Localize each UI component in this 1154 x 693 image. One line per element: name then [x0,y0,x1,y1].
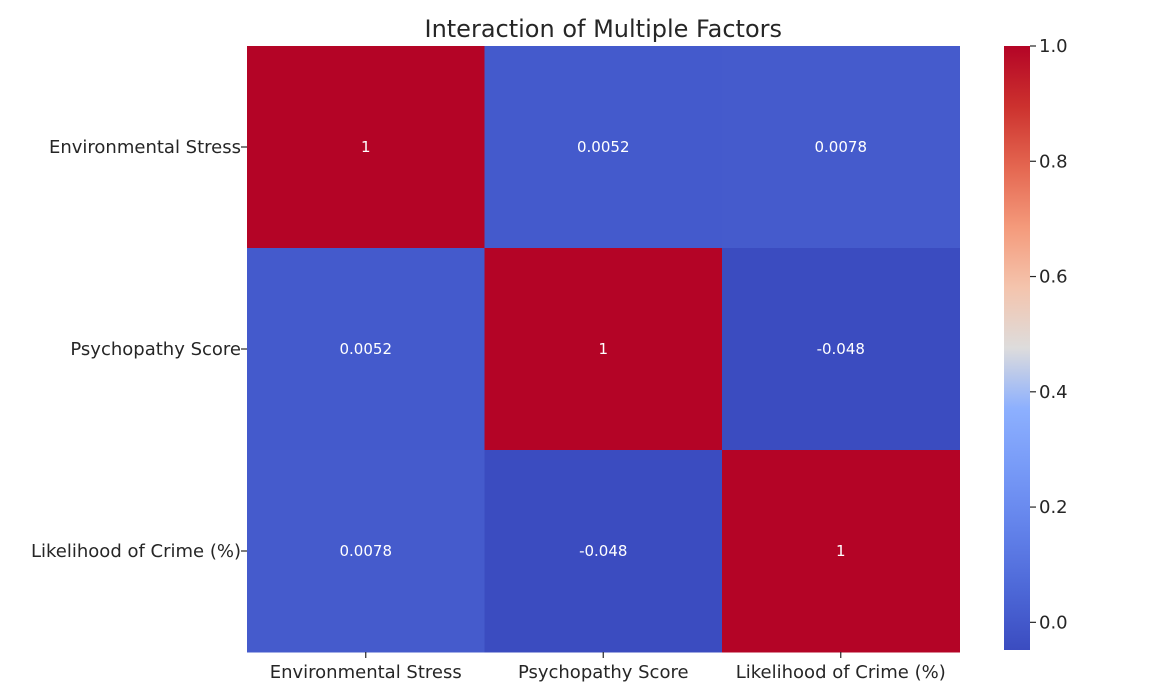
cell-value-label: 0.0052 [577,138,630,156]
colorbar-tick-label: 0.8 [1039,151,1068,172]
row-label: Environmental Stress [49,137,241,158]
row-label: Likelihood of Crime (%) [31,541,241,562]
heatmap-cell [722,450,960,653]
row-labels: Environmental Stress Psychopathy Score Lik… [31,137,247,562]
colorbar-tick-label: 0.6 [1039,267,1068,288]
heatmap-cell [722,46,960,249]
heatmap-cell [247,46,485,249]
chart-title: Interaction of Multiple Factors [424,15,782,43]
heatmap-cell [484,248,723,451]
column-label: Likelihood of Crime (%) [736,662,946,683]
heatmap-cell [484,46,723,249]
heatmap-cell [722,248,960,451]
column-label: Psychopathy Score [518,662,689,683]
cell-value-label: 1 [598,340,608,358]
row-label: Psychopathy Score [70,339,241,360]
cell-value-label: 0.0078 [340,542,393,560]
heatmap-cell [484,450,723,653]
colorbar-gradient [1004,46,1030,650]
colorbar-tick-label: 0.2 [1039,497,1068,518]
colorbar-tick-label: 0.0 [1039,612,1068,633]
colorbar-tick-label: 1.0 [1039,36,1068,57]
heatmap-cells: 1 0.0052 0.0078 0.0052 1 -0.048 0.0078 -0.048 1 [247,46,960,653]
heatmap-cell [247,450,485,653]
column-label: Environmental Stress [270,662,462,683]
cell-value-label: -0.048 [817,340,865,358]
colorbar-tick-label: 0.4 [1039,382,1068,403]
cell-value-label: 1 [361,138,371,156]
heatmap-cell [247,248,485,451]
column-labels: Environmental Stress Psychopathy Score Lik… [270,652,946,683]
cell-value-label: 1 [836,542,846,560]
colorbar: 0.0 0.2 0.4 0.6 0.8 1.0 [1004,36,1068,650]
cell-value-label: 0.0052 [340,340,393,358]
cell-value-label: 0.0078 [815,138,868,156]
cell-value-label: -0.048 [579,542,627,560]
